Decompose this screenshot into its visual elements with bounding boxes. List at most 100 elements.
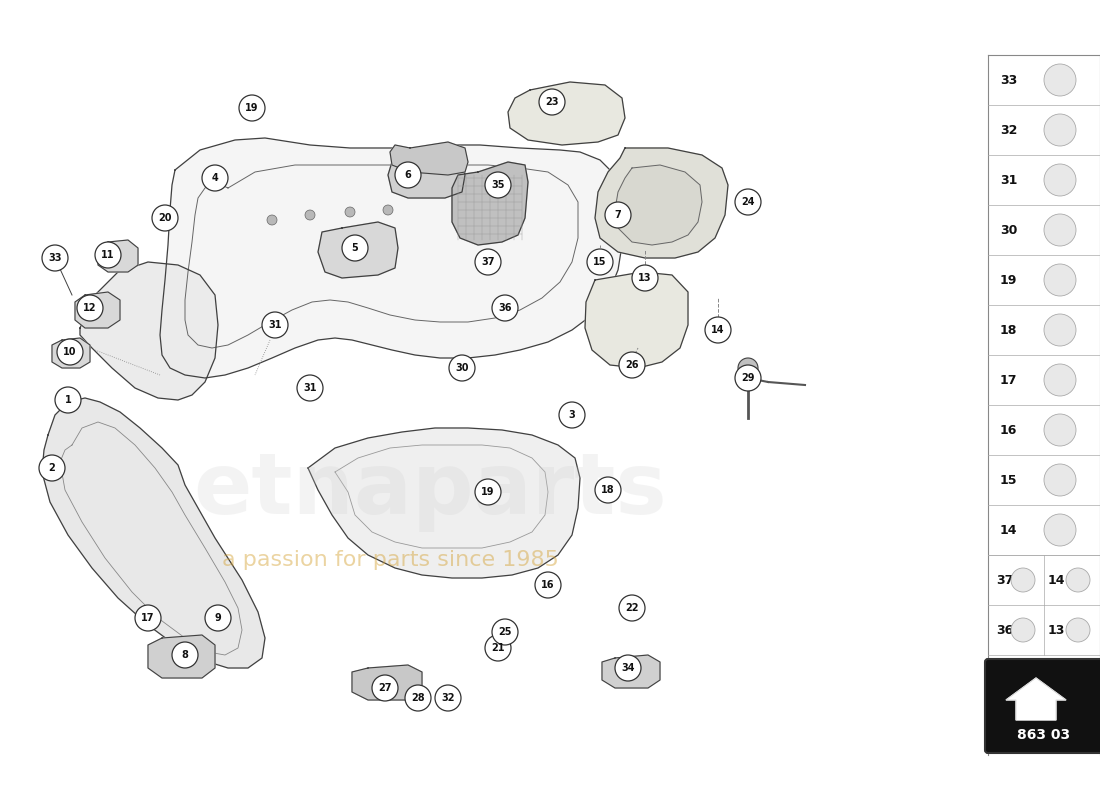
Circle shape: [1044, 264, 1076, 296]
Circle shape: [205, 605, 231, 631]
Text: 21: 21: [492, 643, 505, 653]
Circle shape: [475, 249, 500, 275]
Circle shape: [305, 210, 315, 220]
Polygon shape: [388, 152, 465, 198]
Text: 12: 12: [84, 303, 97, 313]
Text: 32: 32: [441, 693, 454, 703]
Circle shape: [535, 572, 561, 598]
Circle shape: [1044, 114, 1076, 146]
Polygon shape: [42, 398, 265, 668]
Text: 10: 10: [64, 347, 77, 357]
Text: 35: 35: [492, 180, 505, 190]
Text: 14: 14: [1000, 523, 1018, 537]
Circle shape: [262, 312, 288, 338]
Text: 863 03: 863 03: [1018, 728, 1070, 742]
Circle shape: [492, 295, 518, 321]
Text: 31: 31: [268, 320, 282, 330]
Circle shape: [202, 165, 228, 191]
Circle shape: [267, 215, 277, 225]
Text: 30: 30: [455, 363, 469, 373]
Text: 5: 5: [352, 243, 359, 253]
Text: 3: 3: [569, 410, 575, 420]
Polygon shape: [452, 162, 528, 245]
Text: a passion for parts since 1985: a passion for parts since 1985: [221, 550, 559, 570]
Circle shape: [57, 339, 82, 365]
Polygon shape: [352, 665, 422, 700]
Circle shape: [95, 242, 121, 268]
Text: 15: 15: [593, 257, 607, 267]
Circle shape: [1044, 64, 1076, 96]
Text: 17: 17: [1000, 374, 1018, 386]
FancyBboxPatch shape: [984, 659, 1100, 753]
Circle shape: [539, 89, 565, 115]
Circle shape: [485, 172, 512, 198]
Text: 13: 13: [638, 273, 651, 283]
Polygon shape: [1006, 678, 1066, 720]
Circle shape: [605, 202, 631, 228]
Text: 23: 23: [546, 97, 559, 107]
Circle shape: [342, 235, 369, 261]
Text: 18: 18: [1000, 323, 1018, 337]
Circle shape: [1011, 618, 1035, 642]
Polygon shape: [508, 82, 625, 145]
Circle shape: [735, 365, 761, 391]
Text: 13: 13: [1048, 623, 1066, 637]
Circle shape: [1044, 164, 1076, 196]
Text: 31: 31: [1000, 174, 1018, 186]
Polygon shape: [308, 428, 580, 578]
Circle shape: [55, 387, 81, 413]
Circle shape: [42, 245, 68, 271]
Circle shape: [1044, 214, 1076, 246]
Text: 11: 11: [101, 250, 114, 260]
Polygon shape: [80, 262, 218, 400]
Circle shape: [297, 375, 323, 401]
Circle shape: [559, 402, 585, 428]
Text: 26: 26: [625, 360, 639, 370]
Circle shape: [1044, 314, 1076, 346]
Circle shape: [615, 655, 641, 681]
Polygon shape: [52, 338, 90, 368]
Polygon shape: [75, 292, 120, 328]
Circle shape: [485, 635, 512, 661]
Circle shape: [619, 352, 645, 378]
Text: 32: 32: [1000, 123, 1018, 137]
Text: 29: 29: [741, 373, 755, 383]
Circle shape: [1044, 514, 1076, 546]
Text: 34: 34: [621, 663, 635, 673]
Text: 24: 24: [741, 197, 755, 207]
Text: 14: 14: [712, 325, 725, 335]
Circle shape: [449, 355, 475, 381]
Polygon shape: [318, 222, 398, 278]
Text: 6: 6: [405, 170, 411, 180]
Text: 33: 33: [1000, 74, 1018, 86]
Polygon shape: [148, 635, 214, 678]
Circle shape: [705, 317, 732, 343]
Circle shape: [135, 605, 161, 631]
Text: 27: 27: [378, 683, 392, 693]
Circle shape: [239, 95, 265, 121]
Text: 14: 14: [1048, 574, 1066, 586]
Text: 4: 4: [211, 173, 219, 183]
Text: 18: 18: [602, 485, 615, 495]
Polygon shape: [595, 148, 728, 258]
Text: etnaparts: etnaparts: [194, 449, 667, 531]
Text: 36: 36: [996, 623, 1013, 637]
Polygon shape: [390, 142, 468, 175]
Circle shape: [405, 685, 431, 711]
Circle shape: [1044, 464, 1076, 496]
Circle shape: [492, 619, 518, 645]
Circle shape: [1044, 364, 1076, 396]
Polygon shape: [98, 240, 138, 272]
Circle shape: [372, 675, 398, 701]
Circle shape: [383, 205, 393, 215]
Text: 37: 37: [482, 257, 495, 267]
Polygon shape: [160, 138, 622, 378]
Text: 22: 22: [625, 603, 639, 613]
Circle shape: [39, 455, 65, 481]
Polygon shape: [585, 272, 688, 368]
Circle shape: [77, 295, 103, 321]
Text: 37: 37: [996, 574, 1013, 586]
Text: 28: 28: [411, 693, 425, 703]
Circle shape: [395, 162, 421, 188]
Text: 30: 30: [1000, 223, 1018, 237]
